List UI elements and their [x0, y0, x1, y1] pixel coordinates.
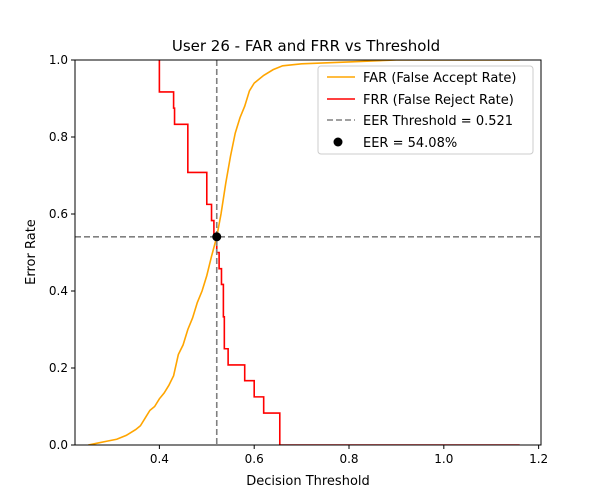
legend-frr-label: FRR (False Reject Rate) — [363, 93, 514, 108]
legend-threshold-label: EER Threshold = 0.521 — [363, 114, 513, 129]
x-tick-label: 1.0 — [434, 452, 453, 466]
x-tick-label: 0.8 — [339, 452, 358, 466]
y-tick-label: 1.0 — [49, 53, 68, 67]
series-group — [88, 60, 520, 445]
frr-line — [158, 60, 520, 445]
far-line — [88, 60, 520, 445]
legend: FAR (False Accept Rate) FRR (False Rejec… — [317, 65, 534, 155]
y-axis-label: Error Rate — [24, 219, 39, 285]
y-tick-label: 0.2 — [49, 361, 68, 375]
x-tick-label: 0.6 — [245, 452, 264, 466]
x-tick-label: 1.2 — [529, 452, 548, 466]
eer-point — [212, 232, 222, 242]
x-axis-label: Decision Threshold — [246, 474, 370, 489]
plot-frame — [74, 59, 542, 446]
y-tick-label: 0.0 — [49, 438, 68, 452]
legend-far-label: FAR (False Accept Rate) — [363, 71, 517, 86]
plot-area: 0.4 0.6 0.8 1.0 1.2 0.0 0.2 0.4 0.6 0.8 1.0 — [49, 53, 548, 466]
x-tick-label: 0.4 — [150, 452, 169, 466]
y-tick-label: 0.6 — [49, 207, 68, 221]
legend-eer-label: EER = 54.08% — [363, 136, 457, 151]
y-tick-label: 0.4 — [49, 284, 68, 298]
legend-eer-marker — [333, 137, 343, 147]
y-tick-label: 0.8 — [49, 130, 68, 144]
legend-box — [317, 65, 534, 155]
chart-title: User 26 - FAR and FRR vs Threshold — [172, 37, 440, 55]
